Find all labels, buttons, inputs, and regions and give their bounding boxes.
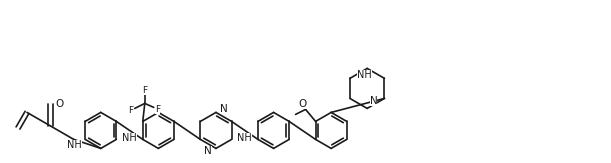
Text: O: O (56, 99, 64, 109)
Text: N: N (220, 104, 228, 114)
Text: N: N (370, 96, 378, 106)
Text: F: F (128, 106, 133, 115)
Text: NH: NH (238, 133, 252, 143)
Text: NH: NH (122, 133, 137, 143)
Text: NH: NH (357, 70, 371, 80)
Text: N: N (204, 146, 212, 156)
Text: NH: NH (67, 140, 82, 150)
Text: F: F (142, 86, 147, 95)
Text: O: O (298, 99, 307, 109)
Text: F: F (155, 105, 160, 114)
